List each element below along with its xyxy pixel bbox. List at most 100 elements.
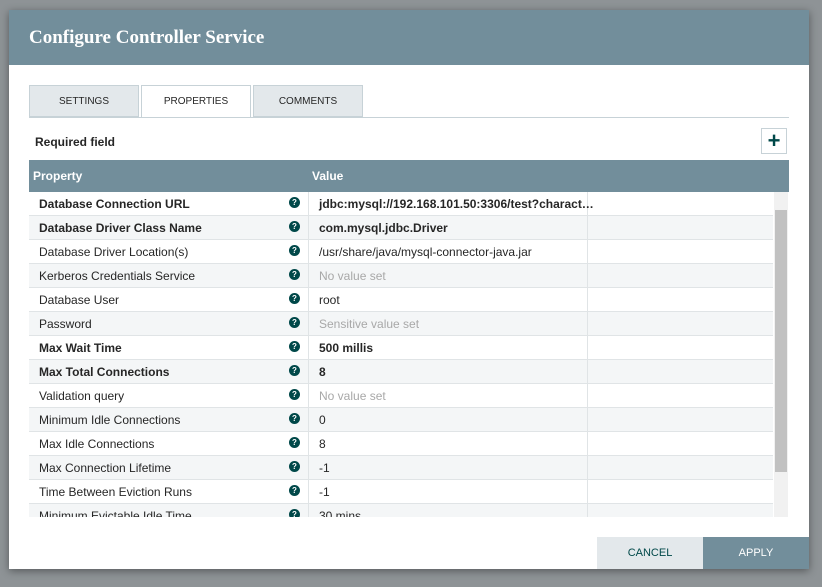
column-divider: [308, 408, 309, 432]
apply-button[interactable]: APPLY: [703, 537, 809, 569]
property-row[interactable]: Database Driver Location(s)? /usr/share/j…: [29, 240, 773, 264]
help-icon[interactable]: ?: [289, 389, 300, 400]
property-value[interactable]: -1: [319, 485, 330, 499]
column-header: Value: [312, 169, 344, 183]
column-divider: [308, 264, 309, 288]
help-icon[interactable]: ?: [289, 197, 300, 208]
column-divider: [308, 360, 309, 384]
property-row[interactable]: Validation query? No value set: [29, 384, 773, 408]
property-row[interactable]: Minimum Idle Connections? 0: [29, 408, 773, 432]
help-icon[interactable]: ?: [289, 245, 300, 256]
property-value[interactable]: com.mysql.jdbc.Driver: [319, 221, 448, 235]
column-divider: [587, 432, 588, 456]
property-name: Max Wait Time: [39, 341, 122, 355]
column-header: Property: [33, 169, 83, 183]
property-name: Database Connection URL: [39, 197, 190, 211]
property-name: Minimum Evictable Idle Time: [39, 509, 192, 517]
scrollbar-thumb[interactable]: [775, 210, 787, 472]
help-icon[interactable]: ?: [289, 413, 300, 424]
property-name: Validation query: [39, 389, 125, 403]
column-divider: [587, 336, 588, 360]
tab[interactable]: COMMENTS: [253, 85, 363, 117]
column-divider: [308, 384, 309, 408]
help-icon[interactable]: ?: [289, 341, 300, 352]
property-row[interactable]: Kerberos Credentials Service? No value se…: [29, 264, 773, 288]
column-divider: [308, 312, 309, 336]
column-divider: [587, 216, 588, 240]
property-row[interactable]: Minimum Evictable Idle Time? 30 mins: [29, 504, 773, 517]
help-icon[interactable]: ?: [289, 293, 300, 304]
property-value[interactable]: jdbc:mysql://192.168.101.50:3306/test?ch…: [319, 197, 594, 211]
dialog: Configure Controller Service SETTINGS PR…: [9, 10, 809, 569]
column-divider: [587, 504, 588, 517]
help-icon[interactable]: ?: [289, 485, 300, 496]
column-divider: [308, 216, 309, 240]
tab-divider: [29, 117, 789, 118]
property-name: Kerberos Credentials Service: [39, 269, 196, 283]
add-property-button[interactable]: +: [761, 128, 787, 154]
column-divider: [308, 288, 309, 312]
column-divider: [587, 360, 588, 384]
property-row[interactable]: Database Driver Class Name? com.mysql.jdb…: [29, 216, 773, 240]
property-value[interactable]: 0: [319, 413, 326, 427]
property-name: Database User: [39, 293, 120, 307]
column-divider: [308, 504, 309, 517]
help-icon[interactable]: ?: [289, 365, 300, 376]
property-row[interactable]: Password? Sensitive value set: [29, 312, 773, 336]
column-divider: [587, 264, 588, 288]
help-icon[interactable]: ?: [289, 269, 300, 280]
property-name: Password: [39, 317, 92, 331]
column-divider: [308, 192, 309, 216]
column-divider: [308, 336, 309, 360]
column-divider: [587, 456, 588, 480]
help-icon[interactable]: ?: [289, 461, 300, 472]
column-divider: [308, 480, 309, 504]
property-value[interactable]: /usr/share/java/mysql-connector-java.jar: [319, 245, 532, 259]
required-note: Required field: [35, 135, 116, 149]
property-value[interactable]: -1: [319, 461, 330, 475]
property-name: Time Between Eviction Runs: [39, 485, 192, 499]
property-value[interactable]: Sensitive value set: [319, 317, 420, 331]
table-body: Minimum Evictable Idle Time? 30 mins Time …: [29, 192, 789, 517]
property-value[interactable]: 8: [319, 365, 326, 379]
property-name: Database Driver Location(s): [39, 245, 189, 259]
property-row[interactable]: Max Connection Lifetime? -1: [29, 456, 773, 480]
property-row[interactable]: Max Total Connections? 8: [29, 360, 773, 384]
property-value[interactable]: 30 mins: [319, 509, 362, 517]
tab-active[interactable]: PROPERTIES: [141, 85, 251, 118]
tab[interactable]: SETTINGS: [29, 85, 139, 117]
property-row[interactable]: Database Connection URL? jdbc:mysql://192…: [29, 192, 773, 216]
property-name: Max Idle Connections: [39, 437, 155, 451]
column-divider: [587, 480, 588, 504]
cancel-button[interactable]: CANCEL: [597, 537, 703, 569]
property-row[interactable]: Time Between Eviction Runs? -1: [29, 480, 773, 504]
column-divider: [587, 240, 588, 264]
property-row[interactable]: Database User? root: [29, 288, 773, 312]
property-name: Max Total Connections: [39, 365, 170, 379]
property-value[interactable]: No value set: [319, 389, 386, 403]
property-value[interactable]: 8: [319, 437, 326, 451]
property-value[interactable]: 500 millis: [319, 341, 374, 355]
column-divider: [587, 408, 588, 432]
column-divider: [587, 384, 588, 408]
help-icon[interactable]: ?: [289, 221, 300, 232]
property-value[interactable]: No value set: [319, 269, 386, 283]
column-divider: [587, 288, 588, 312]
property-row[interactable]: Max Idle Connections? 8: [29, 432, 773, 456]
column-divider: [308, 432, 309, 456]
column-divider: [308, 456, 309, 480]
help-icon[interactable]: ?: [289, 509, 300, 517]
help-icon[interactable]: ?: [289, 317, 300, 328]
property-name: Database Driver Class Name: [39, 221, 202, 235]
property-name: Minimum Idle Connections: [39, 413, 181, 427]
column-divider: [308, 240, 309, 264]
help-icon[interactable]: ?: [289, 437, 300, 448]
property-row[interactable]: Max Wait Time? 500 millis: [29, 336, 773, 360]
table-header: Property Value: [29, 160, 789, 192]
dialog-title: Configure Controller Service: [9, 10, 809, 65]
column-divider: [587, 312, 588, 336]
property-value[interactable]: root: [319, 293, 340, 307]
property-name: Max Connection Lifetime: [39, 461, 172, 475]
column-divider: [587, 192, 588, 216]
